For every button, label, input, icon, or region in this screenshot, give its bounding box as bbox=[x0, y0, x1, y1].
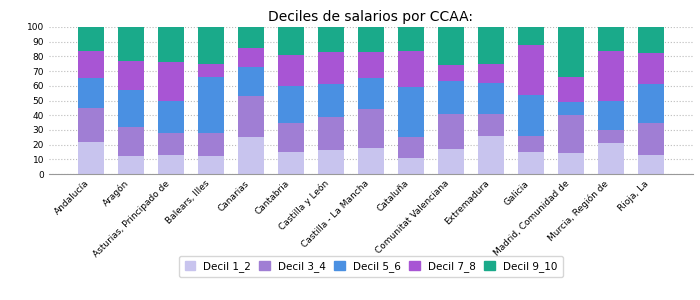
Bar bbox=[598, 100, 624, 130]
Bar bbox=[118, 127, 144, 156]
Bar bbox=[518, 136, 544, 152]
Bar bbox=[358, 109, 384, 148]
Bar bbox=[158, 155, 184, 174]
Bar bbox=[638, 84, 664, 122]
Bar bbox=[518, 27, 544, 45]
Bar bbox=[518, 45, 544, 94]
Bar bbox=[278, 152, 304, 174]
Bar bbox=[78, 142, 104, 174]
Title: Deciles de salarios por CCAA:: Deciles de salarios por CCAA: bbox=[269, 11, 473, 24]
Bar bbox=[358, 52, 384, 78]
Bar bbox=[598, 50, 624, 100]
Bar bbox=[78, 108, 104, 142]
Bar bbox=[558, 115, 584, 153]
Bar bbox=[358, 78, 384, 109]
Bar bbox=[158, 27, 184, 62]
Bar bbox=[438, 65, 464, 81]
Bar bbox=[438, 27, 464, 65]
Bar bbox=[358, 27, 384, 52]
Legend: Decil 1_2, Decil 3_4, Decil 5_6, Decil 7_8, Decil 9_10: Decil 1_2, Decil 3_4, Decil 5_6, Decil 7… bbox=[179, 256, 563, 277]
Bar bbox=[638, 122, 664, 155]
Bar bbox=[118, 61, 144, 90]
Bar bbox=[118, 90, 144, 127]
Bar bbox=[238, 48, 264, 67]
Bar bbox=[278, 55, 304, 86]
Bar bbox=[478, 27, 504, 64]
Bar bbox=[318, 84, 344, 117]
Bar bbox=[238, 27, 264, 48]
Bar bbox=[478, 136, 504, 174]
Bar bbox=[238, 96, 264, 137]
Bar bbox=[238, 67, 264, 96]
Bar bbox=[198, 27, 224, 64]
Bar bbox=[478, 114, 504, 136]
Bar bbox=[318, 117, 344, 151]
Bar bbox=[158, 62, 184, 100]
Bar bbox=[318, 52, 344, 84]
Bar bbox=[158, 133, 184, 155]
Bar bbox=[638, 53, 664, 84]
Bar bbox=[558, 27, 584, 77]
Bar bbox=[598, 130, 624, 143]
Bar bbox=[278, 86, 304, 122]
Bar bbox=[278, 122, 304, 152]
Bar bbox=[478, 64, 504, 83]
Bar bbox=[318, 27, 344, 52]
Bar bbox=[78, 27, 104, 50]
Bar bbox=[558, 77, 584, 102]
Bar bbox=[238, 137, 264, 174]
Bar bbox=[638, 27, 664, 53]
Bar bbox=[198, 77, 224, 133]
Bar bbox=[438, 114, 464, 149]
Bar bbox=[398, 27, 424, 50]
Bar bbox=[598, 27, 624, 50]
Bar bbox=[398, 137, 424, 158]
Bar bbox=[318, 151, 344, 174]
Bar bbox=[398, 158, 424, 174]
Bar bbox=[358, 148, 384, 174]
Bar bbox=[518, 152, 544, 174]
Bar bbox=[438, 81, 464, 114]
Bar bbox=[198, 64, 224, 77]
Bar bbox=[118, 27, 144, 61]
Bar bbox=[158, 100, 184, 133]
Bar bbox=[78, 78, 104, 108]
Bar bbox=[558, 102, 584, 115]
Bar bbox=[118, 156, 144, 174]
Bar bbox=[398, 87, 424, 137]
Bar bbox=[78, 50, 104, 78]
Bar bbox=[518, 94, 544, 136]
Bar bbox=[438, 149, 464, 174]
Bar bbox=[198, 156, 224, 174]
Bar bbox=[638, 155, 664, 174]
Bar bbox=[558, 153, 584, 174]
Bar bbox=[278, 27, 304, 55]
Bar bbox=[598, 143, 624, 174]
Bar bbox=[478, 83, 504, 114]
Bar bbox=[198, 133, 224, 156]
Bar bbox=[398, 50, 424, 87]
